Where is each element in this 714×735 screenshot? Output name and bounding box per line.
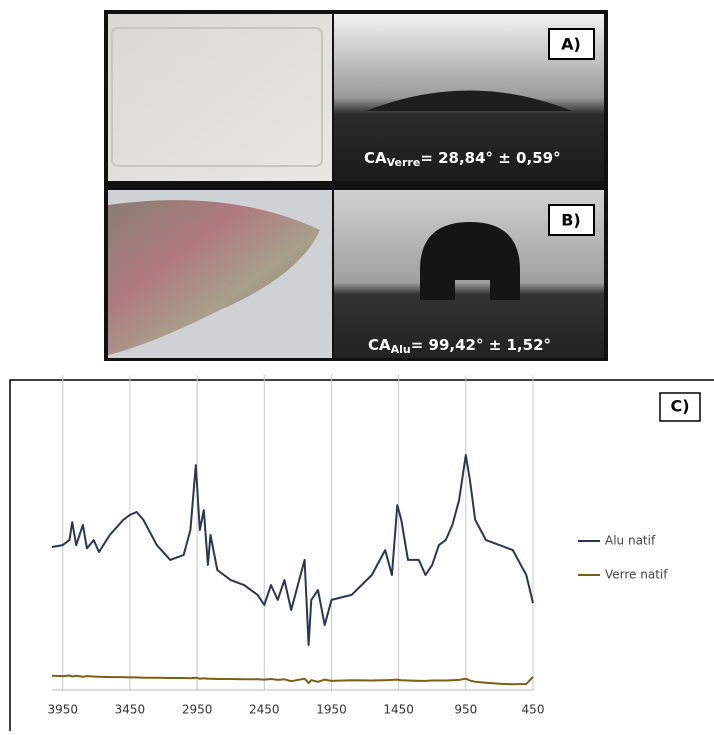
caption-main: CA xyxy=(368,336,391,354)
caption-rest: = 99,42° ± 1,52° xyxy=(411,336,551,354)
glass-photo xyxy=(108,14,332,181)
caption: CAAlu= 99,42° ± 1,52° xyxy=(368,336,551,357)
label-box xyxy=(548,28,595,60)
caption-rest: = 28,84° ± 0,59° xyxy=(420,149,560,167)
photo-panel: A) B) CAVerre= 28,84° ± 0,59° CAAlu= 99,… xyxy=(104,10,608,361)
foil xyxy=(108,200,320,355)
panel-label: A) xyxy=(561,35,581,54)
x-tick-label: 1450 xyxy=(383,703,414,717)
data-line xyxy=(51,454,534,646)
label-box xyxy=(659,392,701,422)
glass-slide xyxy=(111,27,323,167)
label-box xyxy=(548,204,595,236)
x-tick-label: 3450 xyxy=(115,703,146,717)
caption: CAVerre= 28,84° ± 0,59° xyxy=(364,149,561,170)
x-tick-label: 2950 xyxy=(182,703,213,717)
data-line xyxy=(51,674,534,686)
x-tick-label: 950 xyxy=(454,703,477,717)
caption-main: CA xyxy=(364,149,387,167)
alu-droplet xyxy=(420,222,520,300)
chart-frame xyxy=(9,379,714,731)
legend-label: Alu natif xyxy=(605,534,656,548)
x-tick-label: 1950 xyxy=(316,703,347,717)
plot: 3950 3450 2950 2450 1950 1450 950 450 Alu natif V… xyxy=(47,375,668,717)
legend-label: Verre natif xyxy=(605,568,668,582)
x-tick-label: 450 xyxy=(522,703,545,717)
glass-droplet xyxy=(366,90,572,111)
x-tick-label: 3950 xyxy=(47,703,78,717)
caption-sub: Alu xyxy=(391,343,411,356)
panel-label: C) xyxy=(670,397,689,416)
panel-label: B) xyxy=(561,211,581,230)
caption-sub: Verre xyxy=(387,156,421,169)
x-tick-label: 2450 xyxy=(249,703,280,717)
